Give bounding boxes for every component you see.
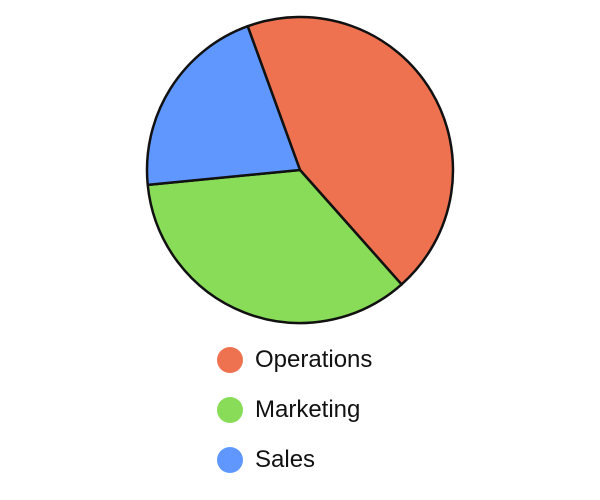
legend-swatch-marketing xyxy=(217,397,243,423)
legend-item-operations: Operations xyxy=(217,344,477,394)
legend-item-marketing: Marketing xyxy=(217,394,477,444)
pie-slice-marketing xyxy=(146,168,403,325)
pie-chart xyxy=(145,15,455,325)
legend-label-marketing: Marketing xyxy=(255,396,361,423)
legend-swatch-sales xyxy=(217,447,243,473)
legend-label-operations: Operations xyxy=(255,346,373,373)
chart-legend: Operations Marketing Sales xyxy=(217,344,477,494)
legend-label-sales: Sales xyxy=(255,446,316,473)
pie-slice-sales xyxy=(145,24,302,187)
pie-slice-operations xyxy=(246,15,455,286)
pie-slices xyxy=(145,15,455,325)
legend-item-sales: Sales xyxy=(217,444,477,494)
legend-swatch-operations xyxy=(217,347,243,373)
